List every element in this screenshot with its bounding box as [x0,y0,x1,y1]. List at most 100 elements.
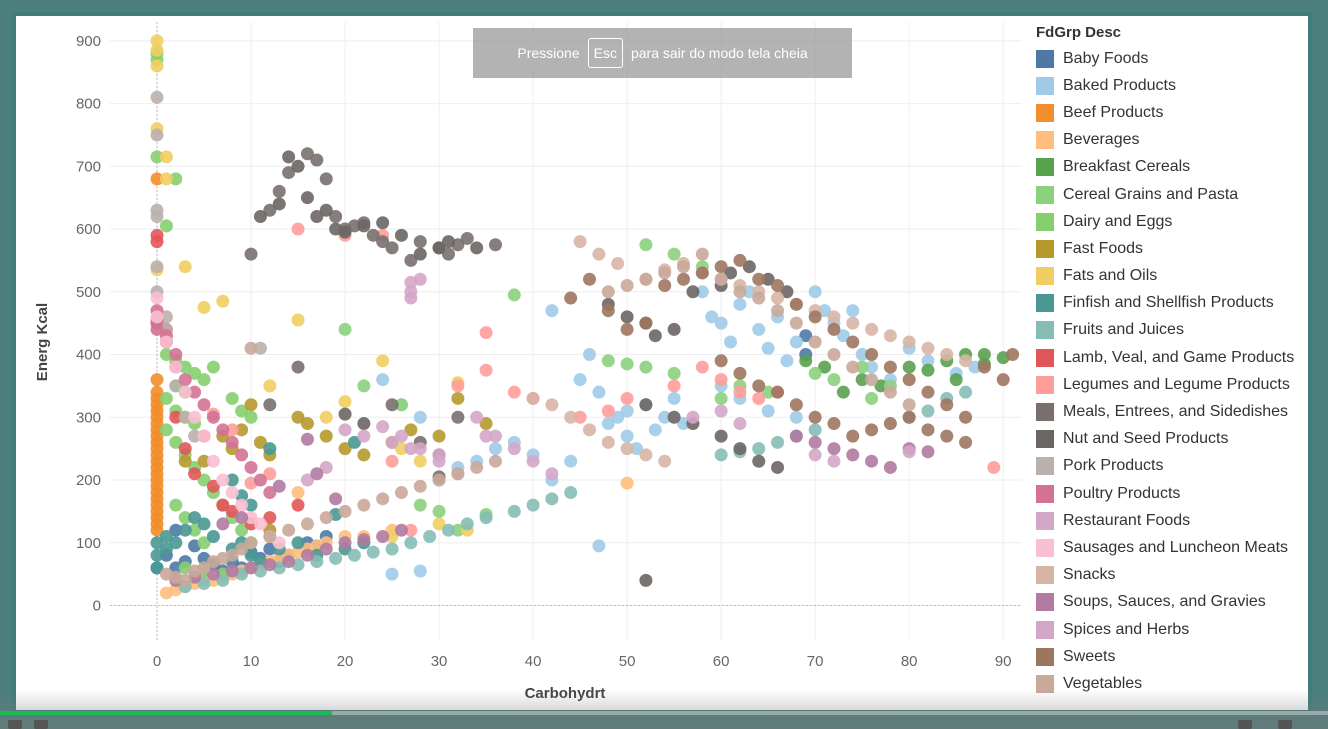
data-point [178,260,192,274]
data-point [197,373,211,387]
legend-item[interactable]: Beverages [1036,127,1316,154]
data-point [987,460,1001,474]
data-point [216,473,230,487]
data-point [319,172,333,186]
legend-item[interactable]: Dairy and Eggs [1036,208,1316,235]
data-point [150,417,164,431]
data-point [789,316,803,330]
data-point [338,423,352,437]
data-point [667,391,681,405]
data-point [639,272,653,286]
legend-item[interactable]: Spices and Herbs [1036,616,1316,643]
data-point [733,253,747,267]
data-point [620,442,634,456]
data-point [310,555,324,569]
data-point [300,432,314,446]
data-point [488,429,502,443]
legend-label: Finfish and Shellfish Products [1063,294,1274,312]
data-point [639,238,653,252]
data-point [902,398,916,412]
legend-swatch [1036,49,1054,68]
data-point [658,454,672,468]
legend-item[interactable]: Baked Products [1036,72,1316,99]
x-tick-label: 50 [619,653,636,670]
data-point [235,404,249,418]
legend: FdGrp Desc Baby Foods Baked Products Beef … [1036,24,1316,698]
data-point [159,335,173,349]
legend-item[interactable]: Fruits and Juices [1036,317,1316,344]
data-point [159,542,173,556]
data-point [413,410,427,424]
legend-item[interactable]: Baby Foods [1036,45,1316,72]
data-point [808,310,822,324]
data-point [169,498,183,512]
legend-item[interactable]: Cereal Grains and Pasta [1036,181,1316,208]
data-point [263,203,277,217]
legend-item[interactable]: Legumes and Legume Products [1036,371,1316,398]
legend-swatch [1036,212,1054,231]
data-point [376,235,390,249]
data-point [432,454,446,468]
legend-item[interactable]: Finfish and Shellfish Products [1036,290,1316,317]
data-point [197,300,211,314]
data-point [197,454,211,468]
legend-item[interactable]: Fast Foods [1036,235,1316,262]
data-point [827,454,841,468]
data-point [921,445,935,459]
legend-swatch [1036,158,1054,177]
legend-item[interactable]: Restaurant Foods [1036,507,1316,534]
data-point [592,385,606,399]
data-point [658,279,672,293]
legend-item[interactable]: Meals, Entrees, and Sidedishes [1036,398,1316,425]
data-point [263,542,277,556]
data-point [178,410,192,424]
legend-item[interactable]: Poultry Products [1036,480,1316,507]
data-point [771,279,785,293]
data-point [545,492,559,506]
data-point [169,561,183,575]
legend-swatch [1036,321,1054,340]
data-point [799,329,813,343]
legend-item[interactable]: Soups, Sauces, and Gravies [1036,589,1316,616]
data-point [526,391,540,405]
data-point [376,354,390,368]
legend-item[interactable]: Fats and Oils [1036,263,1316,290]
data-point [263,442,277,456]
data-point [357,379,371,393]
play-icon[interactable] [8,720,22,729]
legend-item[interactable]: Nut and Seed Products [1036,426,1316,453]
y-tick-label: 900 [76,33,101,50]
data-point [159,423,173,437]
volume-icon[interactable] [34,720,48,729]
video-progress-bar[interactable] [0,711,1328,715]
data-point [150,59,164,73]
legend-label: Sausages and Luncheon Meats [1063,538,1289,556]
legend-item[interactable]: Sweets [1036,643,1316,670]
data-point [169,348,183,362]
data-point [244,498,258,512]
data-point [959,435,973,449]
data-point [695,285,709,299]
legend-item[interactable]: Beef Products [1036,99,1316,126]
data-point [206,567,220,581]
data-point [714,373,728,387]
captions-icon[interactable] [1238,720,1252,729]
data-point [413,235,427,249]
data-point [620,357,634,371]
data-point [357,219,371,233]
legend-item[interactable]: Vegetables [1036,670,1316,697]
data-point [441,247,455,261]
legend-item[interactable]: Lamb, Veal, and Game Products [1036,344,1316,371]
legend-item[interactable]: Breakfast Cereals [1036,154,1316,181]
data-point [197,517,211,531]
legend-item[interactable]: Pork Products [1036,453,1316,480]
legend-item[interactable]: Sausages and Luncheon Meats [1036,534,1316,561]
data-point [159,529,173,543]
data-point [319,511,333,525]
legend-item[interactable]: Snacks [1036,562,1316,589]
data-point [300,417,314,431]
data-point [460,517,474,531]
data-point [150,235,164,249]
data-point [404,442,418,456]
settings-icon[interactable] [1278,720,1292,729]
